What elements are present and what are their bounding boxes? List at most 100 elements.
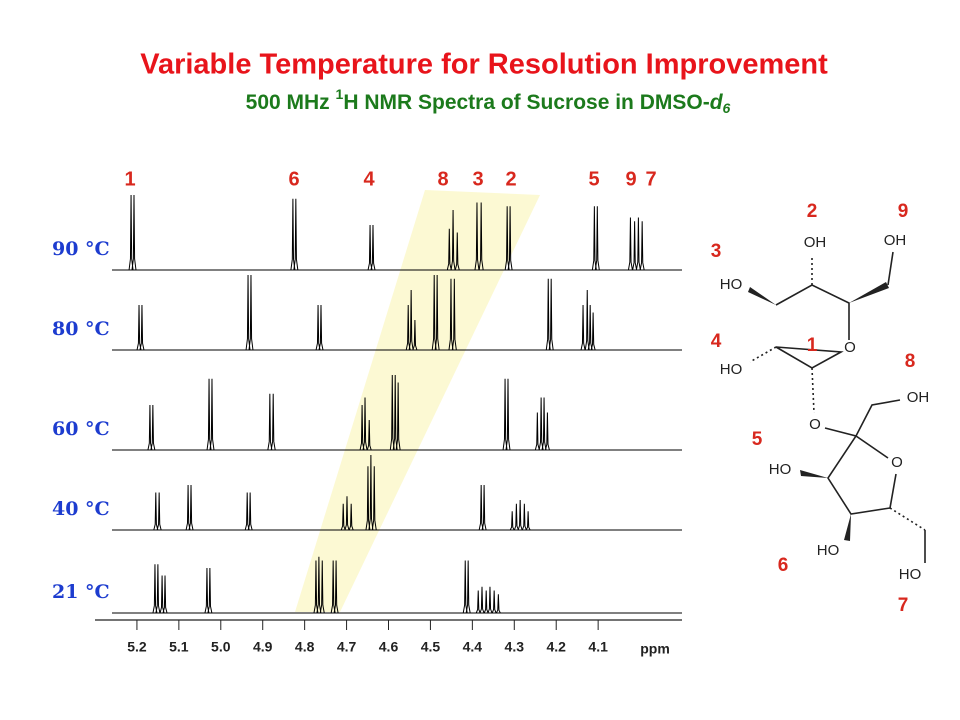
peak <box>245 274 251 351</box>
peak <box>534 412 540 451</box>
peak <box>244 492 250 531</box>
position-number: 6 <box>778 555 789 576</box>
peak <box>627 217 633 271</box>
subtitle-italic: d <box>710 91 724 114</box>
peak <box>319 560 325 614</box>
peak-label: 4 <box>363 168 375 190</box>
peak <box>267 393 273 451</box>
peak <box>313 560 319 614</box>
peak <box>359 404 365 451</box>
subtitle-part: 500 MHz <box>246 91 336 114</box>
peak <box>270 393 276 451</box>
peak <box>434 274 440 351</box>
position-number: 5 <box>752 429 763 450</box>
peak <box>348 503 354 531</box>
peak <box>366 419 372 451</box>
temperature-label: 60 °C <box>52 418 110 440</box>
peak <box>162 575 168 614</box>
peak-label: 1 <box>124 168 135 190</box>
peak <box>248 274 254 351</box>
position-number: 9 <box>898 201 909 222</box>
peak <box>128 194 134 271</box>
peak <box>591 206 597 271</box>
atom-label: OH <box>804 234 827 251</box>
peak <box>587 304 593 351</box>
peak <box>509 511 515 531</box>
peak <box>340 503 346 531</box>
x-tick-label: 4.7 <box>337 639 357 655</box>
peak <box>408 289 414 351</box>
peak <box>188 484 194 531</box>
peak <box>367 224 373 271</box>
peak <box>491 590 497 614</box>
peak <box>368 454 374 531</box>
peak <box>505 378 511 451</box>
subtitle-part: H NMR Spectra of Sucrose in DMSO- <box>343 91 709 114</box>
peak <box>487 586 493 614</box>
atom-label: OH <box>907 389 930 406</box>
peak <box>462 560 468 614</box>
peak <box>150 404 156 451</box>
peak <box>155 564 161 614</box>
temperature-label: 40 °C <box>52 498 110 520</box>
x-tick-label: 4.8 <box>295 639 315 655</box>
peak <box>538 397 544 451</box>
peak <box>450 209 456 271</box>
peak <box>159 575 165 614</box>
peak <box>206 378 212 451</box>
x-axis-label: ppm <box>640 641 670 657</box>
peak <box>548 278 554 351</box>
x-tick-label: 4.5 <box>421 639 441 655</box>
atom-label: O <box>891 454 903 471</box>
peak <box>483 590 489 614</box>
x-tick-label: 5.0 <box>211 639 231 655</box>
peak <box>131 194 137 271</box>
wedge <box>844 514 851 541</box>
peak <box>185 484 191 531</box>
peak <box>504 206 510 271</box>
peak <box>507 206 513 271</box>
peak <box>293 198 299 271</box>
peak <box>632 221 638 271</box>
wedge <box>849 282 889 303</box>
peak <box>392 374 398 451</box>
atom-label: HO <box>899 566 922 583</box>
peak <box>318 304 324 351</box>
peak <box>635 217 641 271</box>
x-tick-label: 4.3 <box>505 639 525 655</box>
bond <box>824 399 901 515</box>
peak <box>502 378 508 451</box>
peak <box>479 586 485 614</box>
peak <box>362 397 368 451</box>
peak-label: 8 <box>437 168 448 190</box>
wedge <box>748 287 776 305</box>
peak <box>152 564 158 614</box>
peak <box>247 492 253 531</box>
peak <box>139 304 145 351</box>
peak <box>370 224 376 271</box>
peak <box>153 492 159 531</box>
subscript: 6 <box>723 100 731 116</box>
peak <box>156 492 162 531</box>
x-tick-label: 5.2 <box>127 639 147 655</box>
position-number: 3 <box>711 241 722 262</box>
peak <box>431 274 437 351</box>
wedge <box>800 470 828 478</box>
x-tick-label: 4.2 <box>546 639 566 655</box>
peak <box>333 560 339 614</box>
atom-label: O <box>844 339 856 356</box>
peak <box>147 404 153 451</box>
atom-label: HO <box>817 542 840 559</box>
x-tick-label: 4.9 <box>253 639 273 655</box>
atom-label: HO <box>769 461 792 478</box>
position-number: 4 <box>711 331 722 352</box>
peak <box>521 503 527 531</box>
peak <box>525 511 531 531</box>
x-tick-label: 4.4 <box>463 639 483 655</box>
peak <box>590 312 596 351</box>
position-number: 7 <box>898 595 909 616</box>
hash-bond <box>811 367 815 414</box>
temperature-label: 90 °C <box>52 238 110 260</box>
